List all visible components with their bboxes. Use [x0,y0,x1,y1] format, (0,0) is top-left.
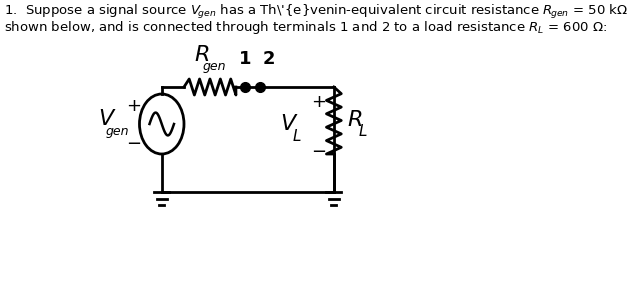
Text: −: − [312,143,327,161]
Text: −: − [126,135,141,153]
Text: gen: gen [203,60,226,73]
Text: $R$: $R$ [194,45,209,65]
Text: $V$: $V$ [98,109,116,129]
Text: 1.  Suppose a signal source $V_{\!\mathit{gen}}$ has a Th\'{e}venin-equivalent c: 1. Suppose a signal source $V_{\!\mathit… [4,3,627,21]
Text: gen: gen [105,126,129,138]
Text: 2: 2 [262,50,275,68]
Text: 1: 1 [240,50,252,68]
Text: $L$: $L$ [357,123,367,138]
Text: $L$: $L$ [292,128,302,144]
Text: +: + [126,97,141,115]
Text: +: + [312,93,327,111]
Text: shown below, and is connected through terminals 1 and 2 to a load resistance $R_: shown below, and is connected through te… [4,19,608,36]
Text: $V$: $V$ [280,114,298,134]
Text: $R$: $R$ [347,110,362,131]
